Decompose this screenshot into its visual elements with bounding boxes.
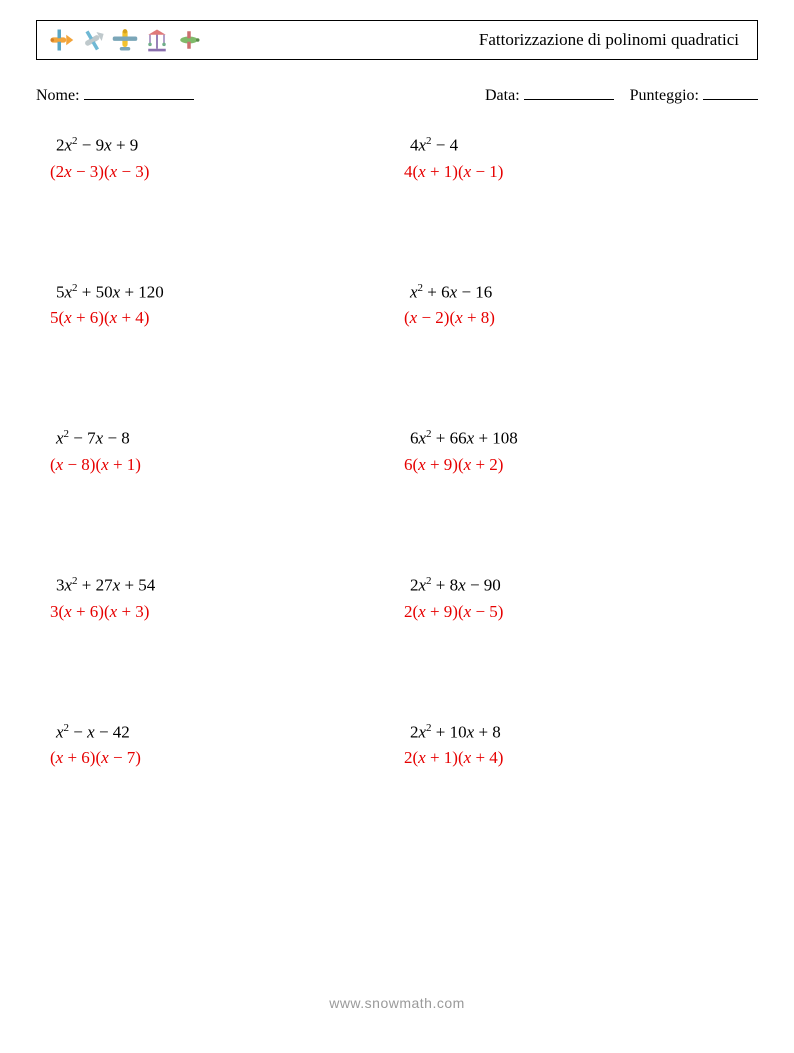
problem-answer: 2(x + 9)(x − 5) (404, 602, 758, 622)
worksheet-page: Fattorizzazione di polinomi quadratici N… (0, 0, 794, 788)
problem-expression: 5x2 + 50x + 120 (50, 282, 404, 303)
date-label-text: Data: (485, 87, 520, 104)
problem-expression: 6x2 + 66x + 108 (404, 428, 758, 449)
problem-expression: 2x2 − 9x + 9 (50, 135, 404, 156)
date-blank (524, 84, 614, 100)
problem-answer: 4(x + 1)(x − 1) (404, 162, 758, 182)
problem-5: x2 − 7x − 8 (x − 8)(x + 1) (50, 428, 404, 475)
problem-expression: x2 − 7x − 8 (50, 428, 404, 449)
problem-answer: (x − 2)(x + 8) (404, 308, 758, 328)
carousel-icon (143, 26, 171, 54)
problem-expression: x2 − x − 42 (50, 722, 404, 743)
problem-answer: (2x − 3)(x − 3) (50, 162, 404, 182)
problem-answer: 3(x + 6)(x + 3) (50, 602, 404, 622)
problem-expression: x2 + 6x − 16 (404, 282, 758, 303)
score-label: Punteggio: (630, 84, 758, 105)
problem-expression: 3x2 + 27x + 54 (50, 575, 404, 596)
problem-10: 2x2 + 10x + 8 2(x + 1)(x + 4) (404, 722, 758, 769)
name-label: Nome: (36, 84, 194, 105)
plane-small-icon (175, 26, 203, 54)
problem-6: 6x2 + 66x + 108 6(x + 9)(x + 2) (404, 428, 758, 475)
plane-right-icon (47, 26, 75, 54)
problem-2: 4x2 − 4 4(x + 1)(x − 1) (404, 135, 758, 182)
info-row: Nome: Data: Punteggio: (36, 84, 758, 105)
plane-top-icon (111, 26, 139, 54)
info-spacer (210, 84, 469, 105)
problem-8: 2x2 + 8x − 90 2(x + 9)(x − 5) (404, 575, 758, 622)
name-label-text: Nome: (36, 87, 80, 104)
date-label: Data: (485, 84, 614, 105)
problem-1: 2x2 − 9x + 9 (2x − 3)(x − 3) (50, 135, 404, 182)
problem-9: x2 − x − 42 (x + 6)(x − 7) (50, 722, 404, 769)
name-blank (84, 84, 194, 100)
problem-answer: 5(x + 6)(x + 4) (50, 308, 404, 328)
header-box: Fattorizzazione di polinomi quadratici (36, 20, 758, 60)
plane-diag-icon (79, 26, 107, 54)
footer-url: www.snowmath.com (0, 995, 794, 1011)
score-label-text: Punteggio: (630, 87, 699, 104)
problem-answer: (x − 8)(x + 1) (50, 455, 404, 475)
problem-7: 3x2 + 27x + 54 3(x + 6)(x + 3) (50, 575, 404, 622)
problem-3: 5x2 + 50x + 120 5(x + 6)(x + 4) (50, 282, 404, 329)
header-icons (47, 26, 203, 54)
problem-answer: (x + 6)(x − 7) (50, 748, 404, 768)
worksheet-title: Fattorizzazione di polinomi quadratici (203, 30, 747, 50)
problems-grid: 2x2 − 9x + 9 (2x − 3)(x − 3)4x2 − 4 4(x + … (36, 135, 758, 768)
problem-answer: 2(x + 1)(x + 4) (404, 748, 758, 768)
problem-expression: 4x2 − 4 (404, 135, 758, 156)
problem-answer: 6(x + 9)(x + 2) (404, 455, 758, 475)
problem-4: x2 + 6x − 16 (x − 2)(x + 8) (404, 282, 758, 329)
score-blank (703, 84, 758, 100)
problem-expression: 2x2 + 10x + 8 (404, 722, 758, 743)
problem-expression: 2x2 + 8x − 90 (404, 575, 758, 596)
